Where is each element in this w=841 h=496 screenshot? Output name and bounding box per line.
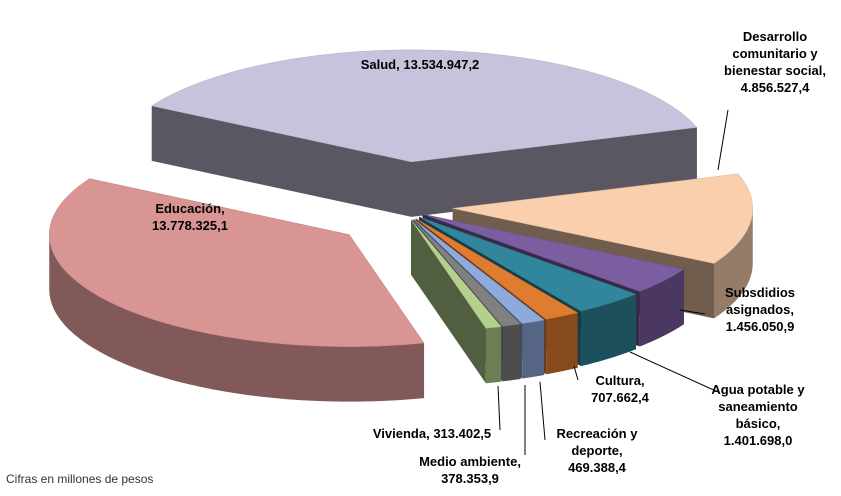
value-label: 4.856.527,4 — [740, 80, 810, 95]
leader-line — [717, 109, 729, 171]
data-label: Desarrollo comunitario y bienestar socia… — [713, 28, 838, 96]
category-label: Vivienda — [373, 426, 430, 441]
leader-line — [573, 365, 579, 381]
slice-side — [151, 105, 412, 217]
slice — [49, 178, 425, 347]
slice — [151, 49, 698, 163]
note: Cifras en millones de pesos — [6, 472, 154, 486]
slice-wall — [522, 319, 545, 379]
category-label: Subsdidios asignados — [725, 285, 795, 317]
value-label: 13.534.947,2 — [403, 57, 480, 72]
data-label: Vivienda 313.402,5 — [352, 425, 512, 442]
value-label: 1.456.050,9 — [725, 319, 795, 334]
slice — [413, 218, 545, 324]
data-label: Educación 13.778.325,1 — [115, 200, 265, 234]
slice — [418, 216, 637, 312]
value-label: 707.662,4 — [591, 390, 649, 405]
category-label: Salud — [361, 57, 400, 72]
category-label: Agua potable y saneamiento básico — [711, 382, 804, 431]
data-label: Salud 13.534.947,2 — [290, 56, 550, 73]
value-label: 313.402,5 — [433, 426, 492, 441]
leader-line — [539, 381, 546, 441]
value-label: 1.401.698,0 — [723, 433, 793, 448]
slice-wall — [580, 294, 637, 367]
slice-wall — [714, 208, 753, 319]
category-label: Recreación y deporte — [557, 426, 638, 458]
slice-side — [411, 219, 486, 384]
value-label: 378.353,9 — [441, 471, 499, 486]
category-label: Cultura — [595, 373, 644, 388]
data-label: Recreación y deporte 469.388,4 — [542, 425, 652, 476]
data-label: Agua potable y saneamiento básico 1.401.… — [698, 381, 818, 449]
leader-line — [497, 385, 501, 431]
category-label: Medio ambiente — [419, 454, 521, 469]
slice — [452, 173, 753, 264]
slice-wall — [546, 312, 578, 375]
slice — [422, 213, 685, 292]
category-label: Educación — [155, 201, 224, 216]
slice — [412, 219, 522, 327]
value-label: 13.778.325,1 — [152, 218, 228, 233]
slice-wall — [485, 326, 502, 384]
leader-line — [679, 309, 706, 315]
data-label: Subsdidios asignados 1.456.050,9 — [710, 284, 810, 335]
slice-wall — [639, 269, 684, 347]
slice-wall — [49, 234, 425, 402]
slice-side — [411, 127, 697, 217]
data-label: Cultura 707.662,4 — [575, 372, 665, 406]
slice — [410, 219, 502, 329]
data-label: Medio ambiente 378.353,9 — [400, 453, 540, 487]
category-label: Desarrollo comunitario y bienestar socia… — [724, 29, 826, 78]
value-label: 469.388,4 — [568, 460, 626, 475]
slice-wall — [502, 323, 521, 382]
slice — [415, 218, 579, 320]
leader-line — [629, 351, 719, 393]
